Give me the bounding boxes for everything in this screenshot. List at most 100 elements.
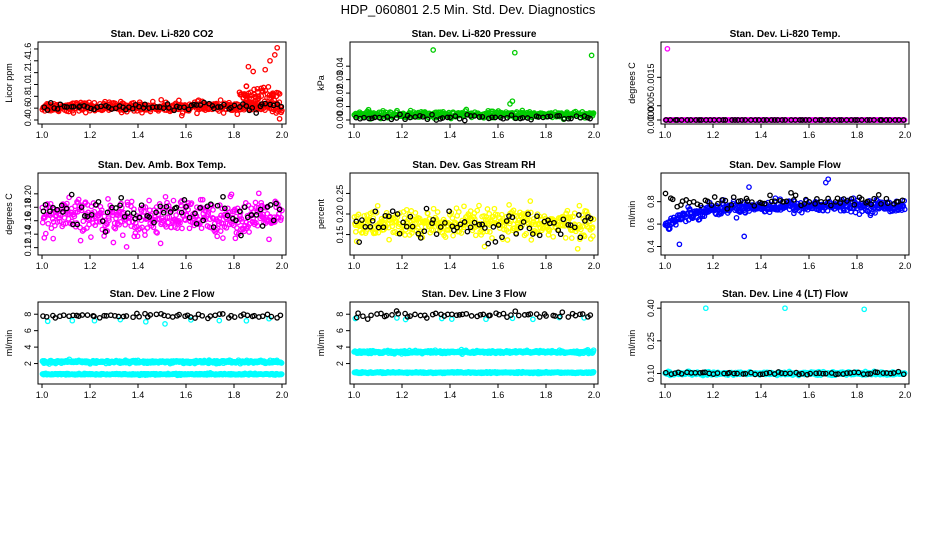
data-point [170, 197, 177, 204]
data-point [696, 117, 703, 123]
data-point [157, 240, 164, 247]
data-point [79, 228, 86, 234]
data-point [489, 235, 495, 241]
x-tick-label: 1.8 [851, 261, 864, 271]
data-points [39, 44, 285, 122]
x-tick-label: 1.8 [540, 261, 553, 271]
data-point [255, 190, 262, 197]
data-point [886, 117, 893, 123]
data-point [515, 312, 522, 319]
data-point [69, 218, 75, 225]
y-axis: 0.40.60.8 [646, 195, 661, 253]
x-tick-label: 1.4 [132, 130, 145, 140]
x-tick-label: 1.8 [540, 390, 553, 400]
data-point [260, 88, 266, 95]
data-point [45, 220, 52, 227]
data-point [77, 237, 84, 244]
data-point [179, 110, 186, 116]
x-axis: 1.0 1.2 1.4 1.6 1.8 2.0 [36, 255, 289, 271]
data-point [686, 199, 693, 206]
data-point [449, 215, 456, 221]
data-point [461, 117, 468, 124]
data-point [146, 105, 152, 111]
data-point [162, 193, 169, 200]
data-point [269, 91, 276, 98]
data-point [176, 97, 182, 104]
data-point [864, 117, 870, 123]
data-point [178, 112, 185, 119]
data-point [160, 105, 167, 111]
data-point [559, 309, 566, 316]
y-tick-label: 4 [335, 345, 345, 350]
data-point [374, 202, 381, 209]
data-point [186, 225, 193, 232]
data-point [568, 115, 574, 122]
figure-title: HDP_060801 2.5 Min. Std. Dev. Diagnostic… [341, 2, 596, 17]
data-point [232, 235, 239, 242]
data-point [245, 90, 252, 97]
data-point [664, 45, 671, 52]
data-point [81, 103, 88, 109]
data-point [544, 113, 551, 120]
data-point [179, 225, 185, 232]
data-point [117, 219, 124, 225]
data-point [266, 236, 272, 243]
data-point [485, 115, 492, 122]
x-tick-label: 1.0 [348, 261, 361, 271]
x-tick-label: 1.6 [180, 390, 193, 400]
data-point [588, 52, 595, 59]
x-tick-label: 2.0 [276, 261, 289, 271]
data-point [487, 229, 493, 235]
data-point [146, 197, 152, 204]
y-tick-label: 0.25 [335, 185, 345, 203]
data-point [144, 225, 151, 231]
data-point [576, 202, 583, 209]
data-point [253, 110, 260, 116]
data-point [231, 102, 238, 109]
data-point [267, 101, 274, 108]
data-points [662, 176, 908, 248]
data-point [412, 311, 418, 318]
y-tick-label: 0.8 [646, 195, 656, 208]
data-point [752, 117, 759, 123]
data-point [369, 115, 375, 122]
data-point [875, 192, 882, 198]
data-point [47, 200, 54, 207]
x-tick-label: 1.0 [659, 261, 672, 271]
data-point [75, 196, 82, 203]
data-point [491, 205, 498, 212]
data-point [110, 239, 117, 246]
data-point [264, 91, 271, 97]
data-point [119, 232, 126, 239]
data-point [178, 197, 185, 204]
y-tick-label: 0.00 [335, 111, 345, 129]
data-points [351, 198, 597, 252]
data-point [528, 116, 534, 123]
x-tick-label: 1.6 [492, 390, 505, 400]
data-point [128, 198, 135, 205]
data-point [50, 235, 57, 242]
data-point [729, 117, 735, 123]
data-point [388, 116, 395, 123]
data-point [760, 117, 767, 123]
data-point [212, 312, 219, 319]
y-tick-label: 0.20 [335, 205, 345, 223]
y-axis-label: degrees C [4, 193, 14, 235]
data-point [771, 117, 778, 123]
y-tick-label: 8 [23, 312, 33, 317]
data-points [662, 305, 908, 379]
data-point [430, 205, 437, 212]
data-point [98, 207, 105, 214]
data-point [547, 113, 554, 120]
data-point [153, 311, 160, 318]
data-point [393, 115, 400, 121]
data-point [667, 117, 674, 123]
x-axis: 1.0 1.2 1.4 1.6 1.8 2.0 [348, 384, 600, 400]
data-point [94, 219, 100, 225]
data-point [129, 105, 136, 112]
y-axis: 0.000.010.020.030.04 [335, 57, 350, 129]
x-tick-label: 1.2 [396, 130, 409, 140]
data-point [251, 91, 257, 98]
